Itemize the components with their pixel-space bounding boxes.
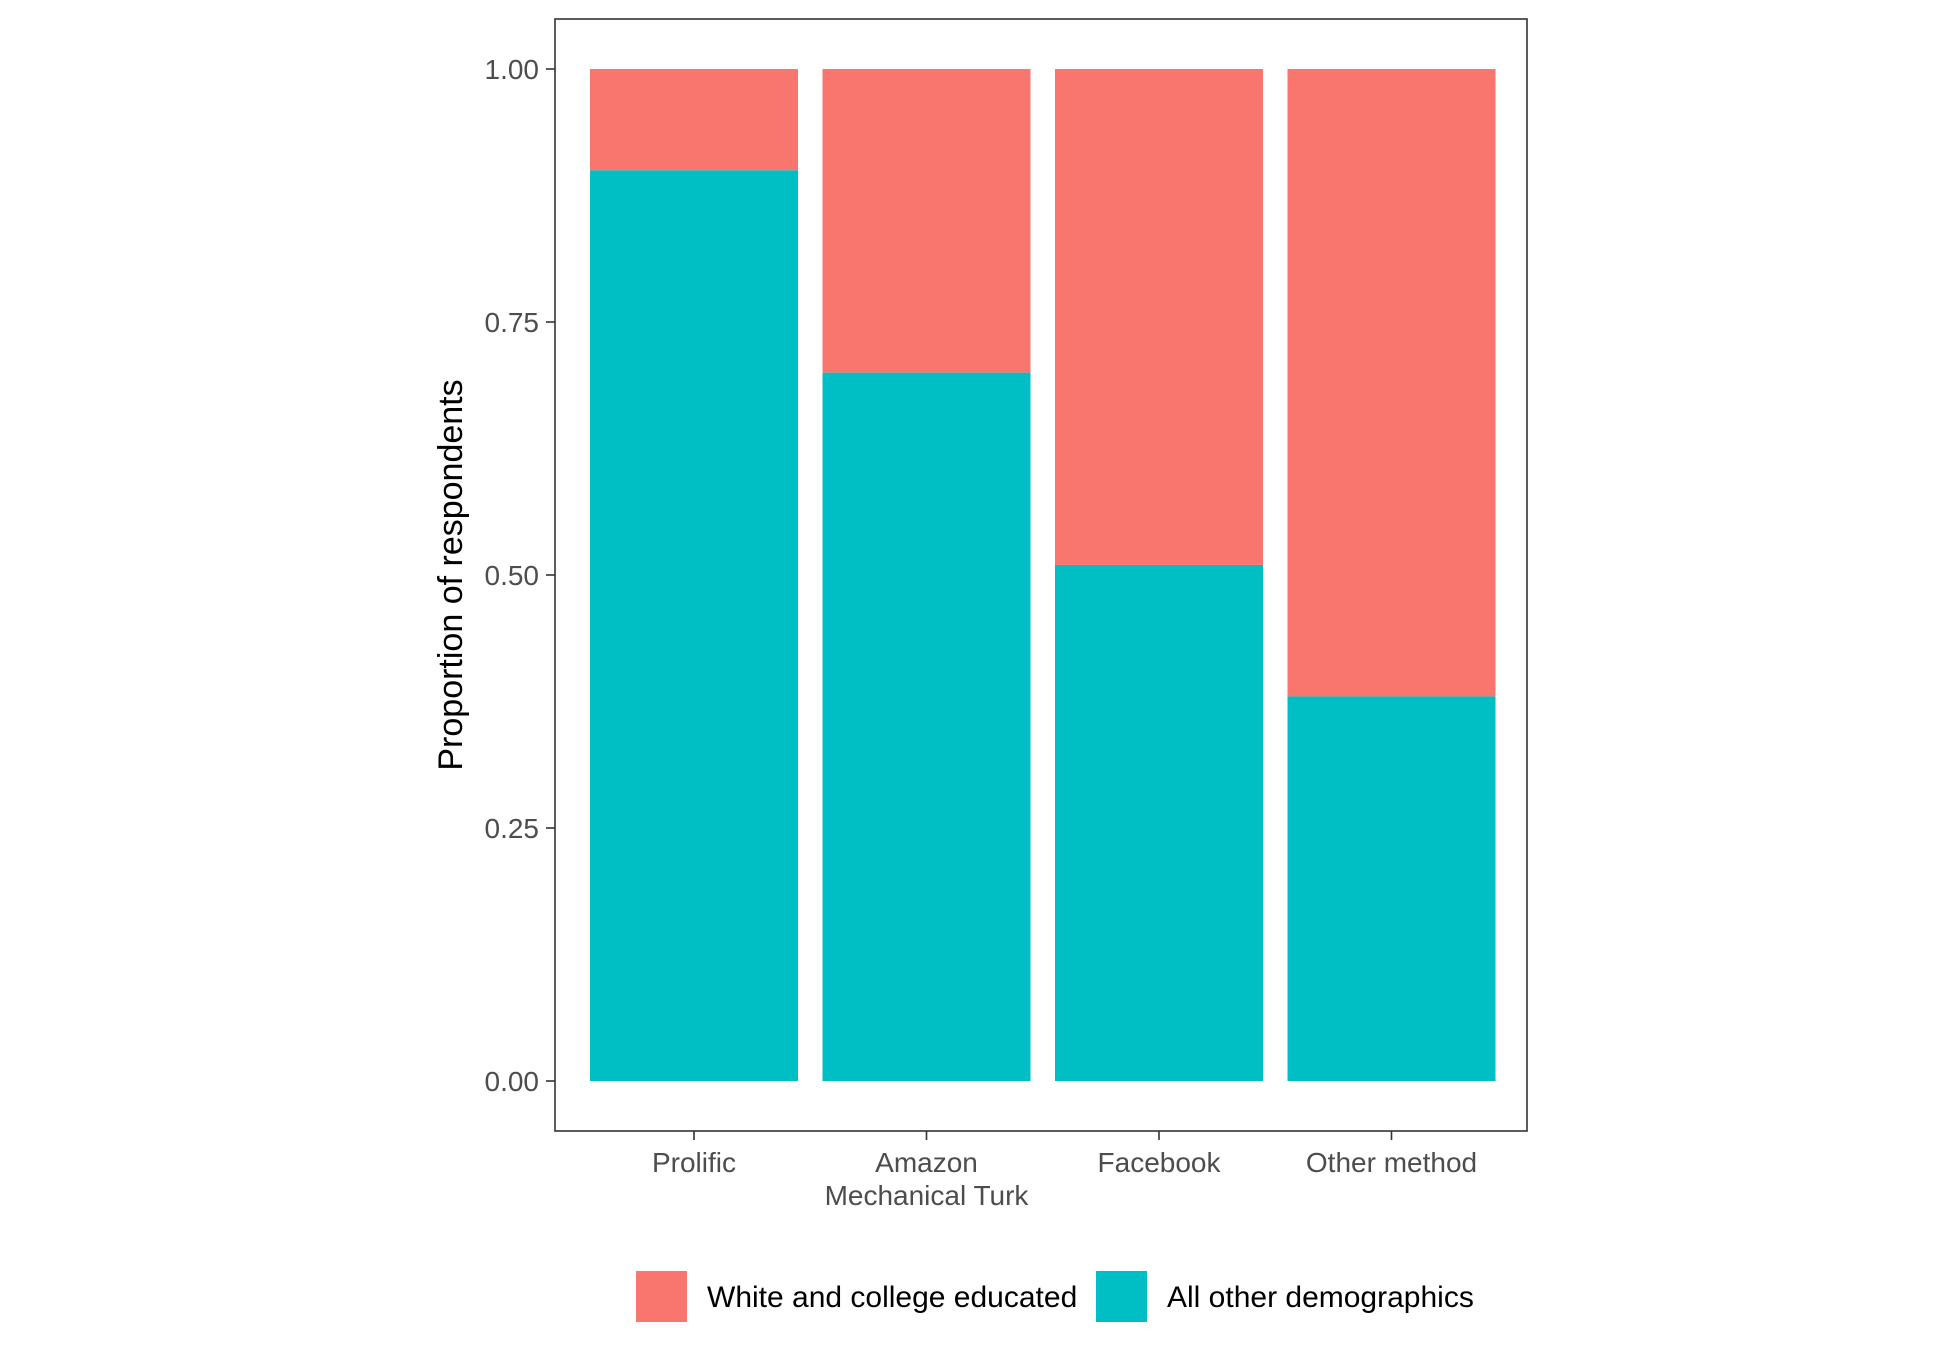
legend-label: All other demographics (1167, 1281, 1474, 1314)
bar-segment-white-college-educated-3 (1287, 69, 1496, 697)
legend-swatch (1096, 1271, 1147, 1322)
y-tick-label: 0.50 (485, 560, 540, 591)
legend: White and college educated All other demo… (636, 1271, 1474, 1322)
y-tick-label: 0.25 (485, 813, 540, 844)
x-tick-label: Other method (1306, 1147, 1477, 1178)
bar-segment-white-college-educated-1 (822, 69, 1031, 373)
legend-label: White and college educated (707, 1281, 1077, 1314)
y-tick-label: 1.00 (485, 54, 540, 85)
bar-segment-white-college-educated-2 (1055, 69, 1263, 565)
y-axis: 0.00 0.25 0.50 0.75 1.00 (485, 54, 555, 1097)
x-tick-label: Facebook (1098, 1147, 1222, 1178)
legend-swatch (636, 1271, 687, 1322)
bar-segment-all-other-demographics-2 (1055, 564, 1263, 1081)
bar-segment-all-other-demographics-1 (822, 372, 1031, 1082)
y-tick-label: 0.00 (485, 1066, 540, 1097)
bar-segment-all-other-demographics-3 (1287, 696, 1496, 1081)
x-tick-label: Amazon (875, 1147, 978, 1178)
y-axis-title: Proportion of respondents (432, 379, 470, 770)
bars-layer (590, 69, 1496, 1082)
x-tick-label: Prolific (652, 1147, 736, 1178)
bar-segment-all-other-demographics-0 (590, 170, 798, 1081)
x-tick-label: Mechanical Turk (825, 1180, 1030, 1211)
bar-segment-white-college-educated-0 (590, 69, 798, 171)
y-tick-label: 0.75 (485, 307, 540, 338)
